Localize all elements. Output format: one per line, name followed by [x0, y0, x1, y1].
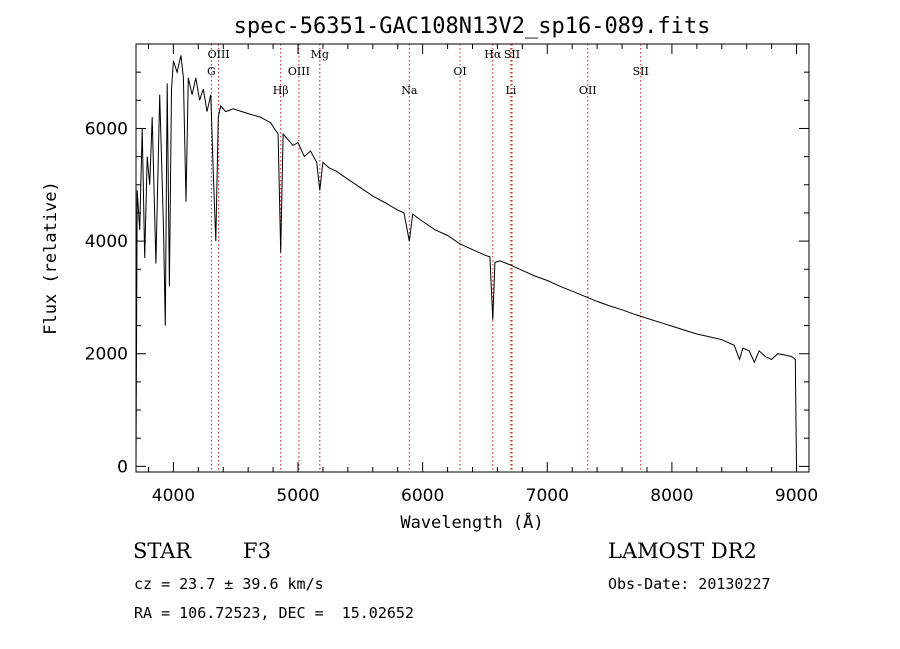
x-tick-label: 7000 [526, 486, 569, 506]
y-tick-label: 6000 [85, 119, 128, 139]
spectral-line-label: SII [633, 65, 649, 78]
y-tick-label: 2000 [85, 345, 128, 365]
spectral-line-label: Hβ [273, 84, 289, 97]
spectral-line-label: SII [504, 48, 520, 61]
spectral-line-label: Hα [484, 48, 502, 61]
x-tick-label: 5000 [276, 486, 319, 506]
x-tick-label: 8000 [650, 486, 693, 506]
x-axis-label: Wavelength (Å) [400, 511, 543, 533]
x-axis-ticks: 4000 5000 6000 7000 8000 9000 [147, 44, 818, 506]
observation-date: Obs-Date: 20130227 [608, 575, 771, 593]
spectral-line-label: Mg [311, 48, 329, 61]
survey-name: LAMOST DR2 [608, 539, 757, 563]
y-axis-label: Flux (relative) [41, 181, 61, 335]
spectral-line-label: G [207, 65, 216, 78]
spectral-line-label: OII [579, 84, 597, 97]
spectral-line-label: Li [505, 84, 516, 97]
y-axis-ticks: 0 2000 4000 6000 [85, 71, 809, 477]
y-tick-label: 4000 [85, 232, 128, 252]
plot-frame [135, 43, 810, 473]
object-subclass: F3 [243, 539, 271, 563]
flux-series-line [135, 55, 797, 467]
chart-title: spec-56351-GAC108N13V2_sp16-089.fits [234, 14, 711, 39]
y-tick-label: 0 [117, 457, 128, 477]
x-tick-label: 9000 [775, 486, 818, 506]
spectral-line-label: OIII [288, 65, 310, 78]
coordinates: RA = 106.72523, DEC = 15.02652 [134, 604, 414, 622]
x-tick-label: 4000 [152, 486, 195, 506]
object-class: STAR [133, 539, 192, 563]
spectral-line-markers [210, 44, 642, 472]
redshift-velocity: cz = 23.7 ± 39.6 km/s [134, 575, 324, 593]
spectral-line-label: Na [401, 84, 418, 97]
spectral-line-label: OI [453, 65, 466, 78]
spectral-line-label: OIII [208, 48, 230, 61]
x-tick-label: 6000 [401, 486, 444, 506]
